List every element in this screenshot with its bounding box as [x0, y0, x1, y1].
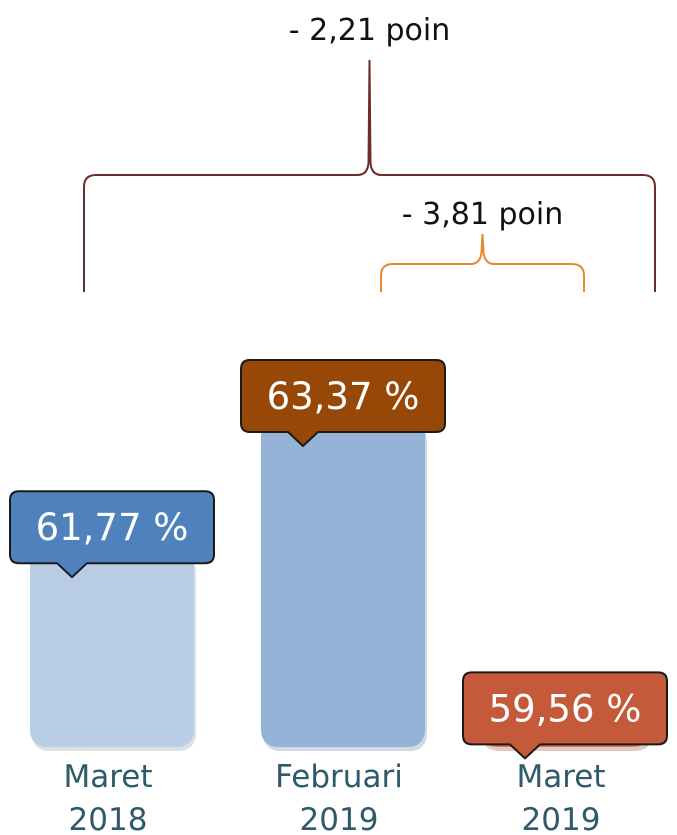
value-callout-box — [462, 671, 668, 760]
difference-bracket: - 3,81 poin — [380, 197, 585, 292]
difference-label: - 2,21 poin — [289, 13, 450, 48]
value-callout: 61,77 % — [9, 490, 215, 579]
bracket-line — [83, 59, 656, 292]
bar — [30, 551, 194, 747]
categories-layer: Maret 2018 Februari 2019 Maret 2019 — [63, 759, 605, 835]
value-label: 61,77 % — [36, 506, 189, 549]
value-callout-box — [9, 490, 215, 579]
callouts-layer: 61,77 % 63,37 % 59,56 % — [9, 359, 668, 760]
category-label-line2: 2019 — [522, 802, 601, 835]
bars-layer — [30, 420, 649, 751]
category-label-line1: Februari — [275, 759, 403, 795]
difference-label: - 3,81 poin — [402, 197, 563, 232]
bracket-line — [380, 233, 585, 292]
category-label-line2: 2019 — [300, 802, 379, 835]
value-callout: 59,56 % — [462, 671, 668, 760]
brackets-layer: - 2,21 poin - 3,81 poin — [83, 13, 656, 292]
category-label-line2: 2018 — [69, 802, 148, 835]
value-callout: 63,37 % — [240, 359, 446, 447]
bar — [261, 420, 425, 747]
category-label-line1: Maret — [63, 759, 152, 795]
value-callout-box — [240, 359, 446, 447]
category-label-line1: Maret — [516, 759, 605, 795]
value-label: 63,37 % — [267, 375, 420, 418]
value-label: 59,56 % — [489, 687, 642, 730]
difference-bracket: - 2,21 poin — [83, 13, 656, 292]
